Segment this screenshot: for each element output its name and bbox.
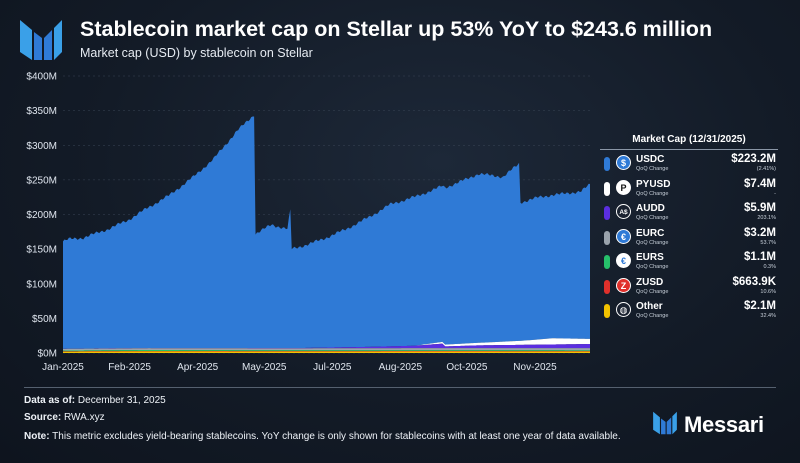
data-as-of-label: Data as of: — [24, 395, 76, 406]
source-value: RWA.xyz — [64, 412, 105, 423]
y-tick-label: $200M — [26, 210, 57, 221]
legend-change: 32.4% — [760, 313, 776, 319]
legend-name: ZUSD — [636, 276, 664, 288]
brand-name: Messari — [684, 412, 764, 437]
y-tick-label: $300M — [26, 141, 57, 152]
x-tick-label: Oct-2025 — [446, 362, 488, 373]
legend-name: EURC — [636, 227, 665, 239]
legend-sub-label: QoQ Change — [636, 215, 669, 221]
x-tick-label: May-2025 — [242, 362, 287, 373]
data-as-of-value: December 31, 2025 — [77, 395, 166, 406]
legend-sub-label: QoQ Change — [636, 190, 669, 197]
legend-change: 203.1% — [757, 215, 776, 221]
legend-item-other: ◍ Other QoQ Change $2.1M 32.4% — [600, 300, 778, 327]
legend-swatch — [604, 255, 610, 269]
x-tick-label: Feb-2025 — [108, 362, 151, 373]
series-area-eurc — [63, 348, 590, 351]
legend-item-pyusd: P PYUSD QoQ Change $7.4M - — [600, 177, 778, 205]
legend-change: (2.41%) — [756, 166, 776, 172]
eurc-coin-icon: € — [616, 228, 631, 244]
series-area-pyusd — [63, 338, 590, 349]
legend-change: 0.3% — [763, 264, 776, 270]
usdc-coin-icon: $ — [616, 155, 631, 170]
legend-item-eurs: € EURS QoQ Change $1.1M 0.3% — [600, 251, 778, 278]
legend-title: Market Cap (12/31/2025) — [600, 134, 778, 150]
globe-icon: ◍ — [616, 302, 631, 317]
messari-logo-icon — [20, 20, 62, 60]
y-tick-label: $0M — [38, 349, 57, 360]
legend-items: $ USDC QoQ Change $223.2M (2.41%) P PYUSD QoQ C… — [600, 153, 778, 327]
chart-subtitle: Market cap (USD) by stablecoin on Stella… — [80, 46, 313, 60]
note-label: Note: — [24, 431, 50, 442]
eurs-coin-icon: € — [616, 253, 631, 268]
pyusd-coin-icon: P — [616, 179, 631, 195]
legend-value: $3.2M — [744, 226, 776, 239]
legend-value: $223.2M — [731, 153, 776, 165]
legend-sub-label: QoQ Change — [636, 313, 669, 319]
legend-change: 53.7% — [760, 239, 776, 246]
y-tick-label: $100M — [26, 279, 57, 290]
y-tick-label: $400M — [26, 72, 57, 83]
note-value: This metric excludes yield-bearing stabl… — [52, 431, 621, 442]
audd-coin-icon: A$ — [616, 204, 631, 219]
legend-change: 10.6% — [760, 288, 776, 295]
y-tick-label: $350M — [26, 106, 57, 117]
legend-sub-label: QoQ Change — [636, 264, 669, 270]
legend-swatch — [604, 181, 610, 196]
legend-item-usdc: $ USDC QoQ Change $223.2M (2.41%) — [600, 153, 778, 180]
legend-swatch — [604, 304, 610, 318]
legend-value: $663.9K — [732, 275, 776, 288]
legend-value: $7.4M — [744, 177, 776, 190]
x-tick-label: Apr-2025 — [177, 362, 219, 373]
note: Note: This metric excludes yield-bearing… — [24, 430, 624, 443]
series-area-zusd — [63, 350, 590, 352]
series-area-audd — [63, 343, 590, 349]
legend-change: - — [774, 190, 776, 197]
x-tick-label: Nov-2025 — [513, 362, 557, 373]
messari-logo-icon — [653, 411, 677, 435]
legend-swatch — [604, 157, 610, 171]
x-tick-label: Aug-2025 — [379, 362, 423, 373]
legend-value: $1.1M — [744, 251, 776, 263]
y-tick-label: $150M — [26, 245, 57, 256]
axis-labels: $0M $50M $100M $150M $200M $250M $300M $350M $40… — [26, 72, 557, 374]
legend-name: PYUSD — [636, 178, 671, 190]
series-areas — [63, 116, 590, 353]
series-area-other — [63, 351, 590, 353]
legend: Market Cap (12/31/2025) $ USDC QoQ Change $… — [600, 134, 778, 327]
legend-sub-label: QoQ Change — [636, 239, 669, 246]
legend-name: Other — [636, 301, 663, 312]
legend-name: EURS — [636, 252, 664, 263]
series-area-eurs — [63, 350, 590, 352]
zusd-coin-icon: Z — [616, 277, 631, 293]
brand: Messari — [652, 409, 782, 439]
source: Source: RWA.xyz — [24, 412, 105, 423]
chart-title: Stablecoin market cap on Stellar up 53% … — [80, 17, 713, 41]
x-tick-label: Jul-2025 — [313, 362, 352, 373]
legend-sub-label: QoQ Change — [636, 288, 669, 295]
legend-swatch — [604, 206, 610, 220]
legend-name: USDC — [636, 154, 665, 165]
y-tick-label: $250M — [26, 175, 57, 186]
series-area-usdc — [63, 116, 590, 349]
legend-swatch — [604, 230, 610, 245]
legend-name: AUDD — [636, 203, 665, 214]
legend-value: $5.9M — [744, 202, 776, 214]
data-as-of: Data as of: December 31, 2025 — [24, 395, 166, 406]
legend-item-zusd: Z ZUSD QoQ Change $663.9K 10.6% — [600, 275, 778, 303]
legend-swatch — [604, 279, 610, 294]
x-tick-label: Jan-2025 — [42, 362, 84, 373]
legend-item-audd: A$ AUDD QoQ Change $5.9M 203.1% — [600, 202, 778, 229]
y-tick-label: $50M — [32, 314, 57, 325]
legend-item-eurc: € EURC QoQ Change $3.2M 53.7% — [600, 226, 778, 254]
legend-value: $2.1M — [744, 300, 776, 312]
legend-sub-label: QoQ Change — [636, 166, 669, 172]
source-label: Source: — [24, 412, 62, 423]
footer-divider — [24, 387, 776, 388]
